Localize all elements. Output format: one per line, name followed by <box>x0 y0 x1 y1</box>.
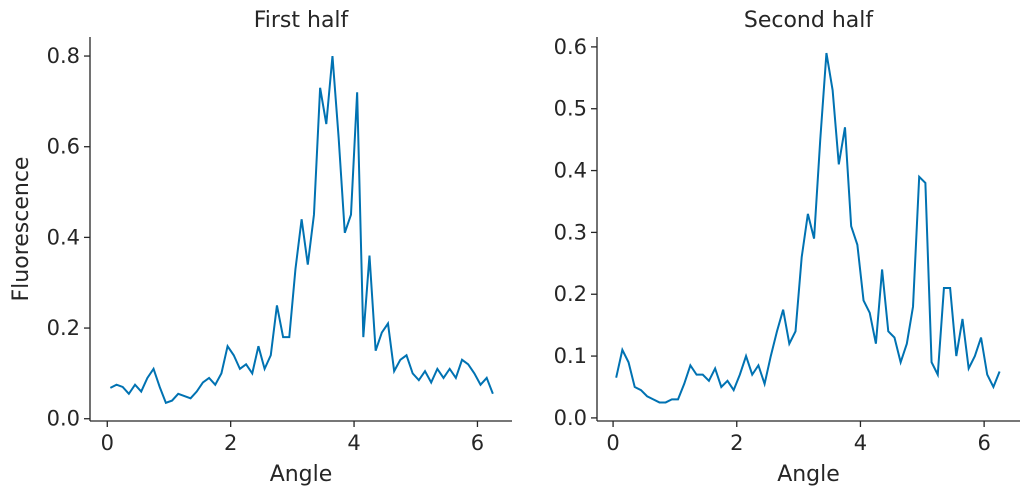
y-tick-label: 0.0 <box>47 407 80 431</box>
y-tick-label: 0.6 <box>554 35 587 59</box>
x-tick-label: 0 <box>101 431 114 455</box>
chart-title: First half <box>254 8 350 33</box>
y-tick-label: 0.2 <box>47 316 80 340</box>
y-tick-label: 0.2 <box>554 282 587 306</box>
y-tick-label: 0.8 <box>47 44 80 68</box>
y-tick-label: 0.4 <box>554 159 587 183</box>
x-tick-label: 6 <box>471 431 484 455</box>
x-axis-label: Angle <box>270 462 333 487</box>
y-tick-label: 0.3 <box>554 220 587 244</box>
y-tick-label: 0.1 <box>554 344 587 368</box>
x-tick-label: 2 <box>224 431 237 455</box>
y-tick-label: 0.0 <box>554 406 587 430</box>
y-tick-label: 0.5 <box>554 97 587 121</box>
data-line <box>615 52 1001 404</box>
x-tick-label: 4 <box>854 431 867 455</box>
x-tick-label: 4 <box>347 431 360 455</box>
x-axis-label: Angle <box>777 462 840 487</box>
chart-title: Second half <box>744 8 874 33</box>
y-axis-label: Fluorescence <box>9 157 34 302</box>
data-line <box>109 55 494 405</box>
x-tick-label: 6 <box>977 431 990 455</box>
y-tick-label: 0.4 <box>47 225 80 249</box>
y-tick-label: 0.6 <box>47 135 80 159</box>
x-tick-label: 0 <box>606 431 619 455</box>
x-tick-label: 2 <box>730 431 743 455</box>
